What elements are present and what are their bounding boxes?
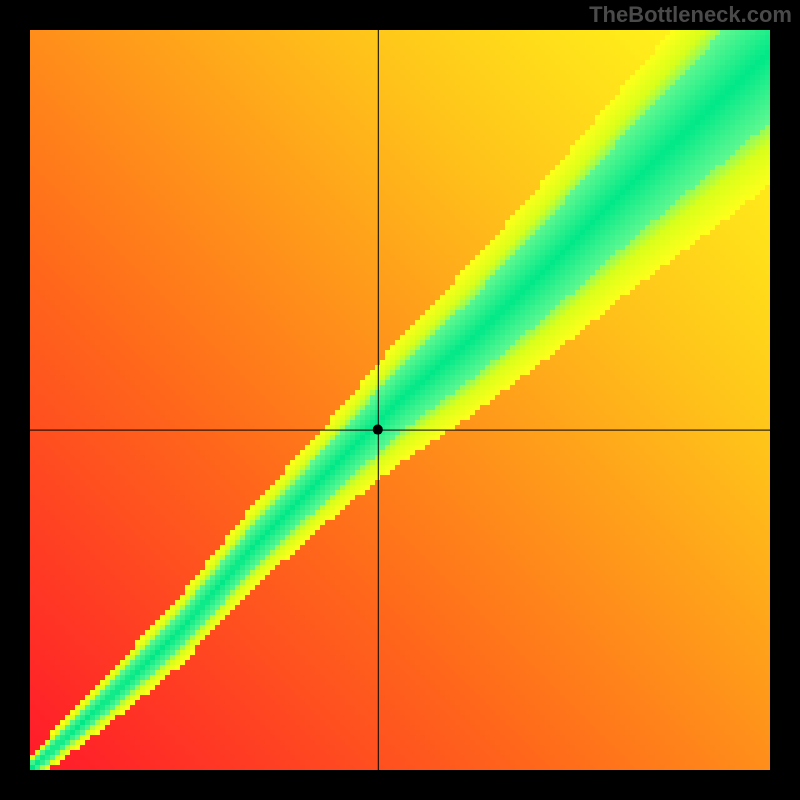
watermark-text: TheBottleneck.com: [589, 2, 792, 28]
bottleneck-heatmap: [30, 30, 770, 770]
heatmap-canvas: [30, 30, 770, 770]
